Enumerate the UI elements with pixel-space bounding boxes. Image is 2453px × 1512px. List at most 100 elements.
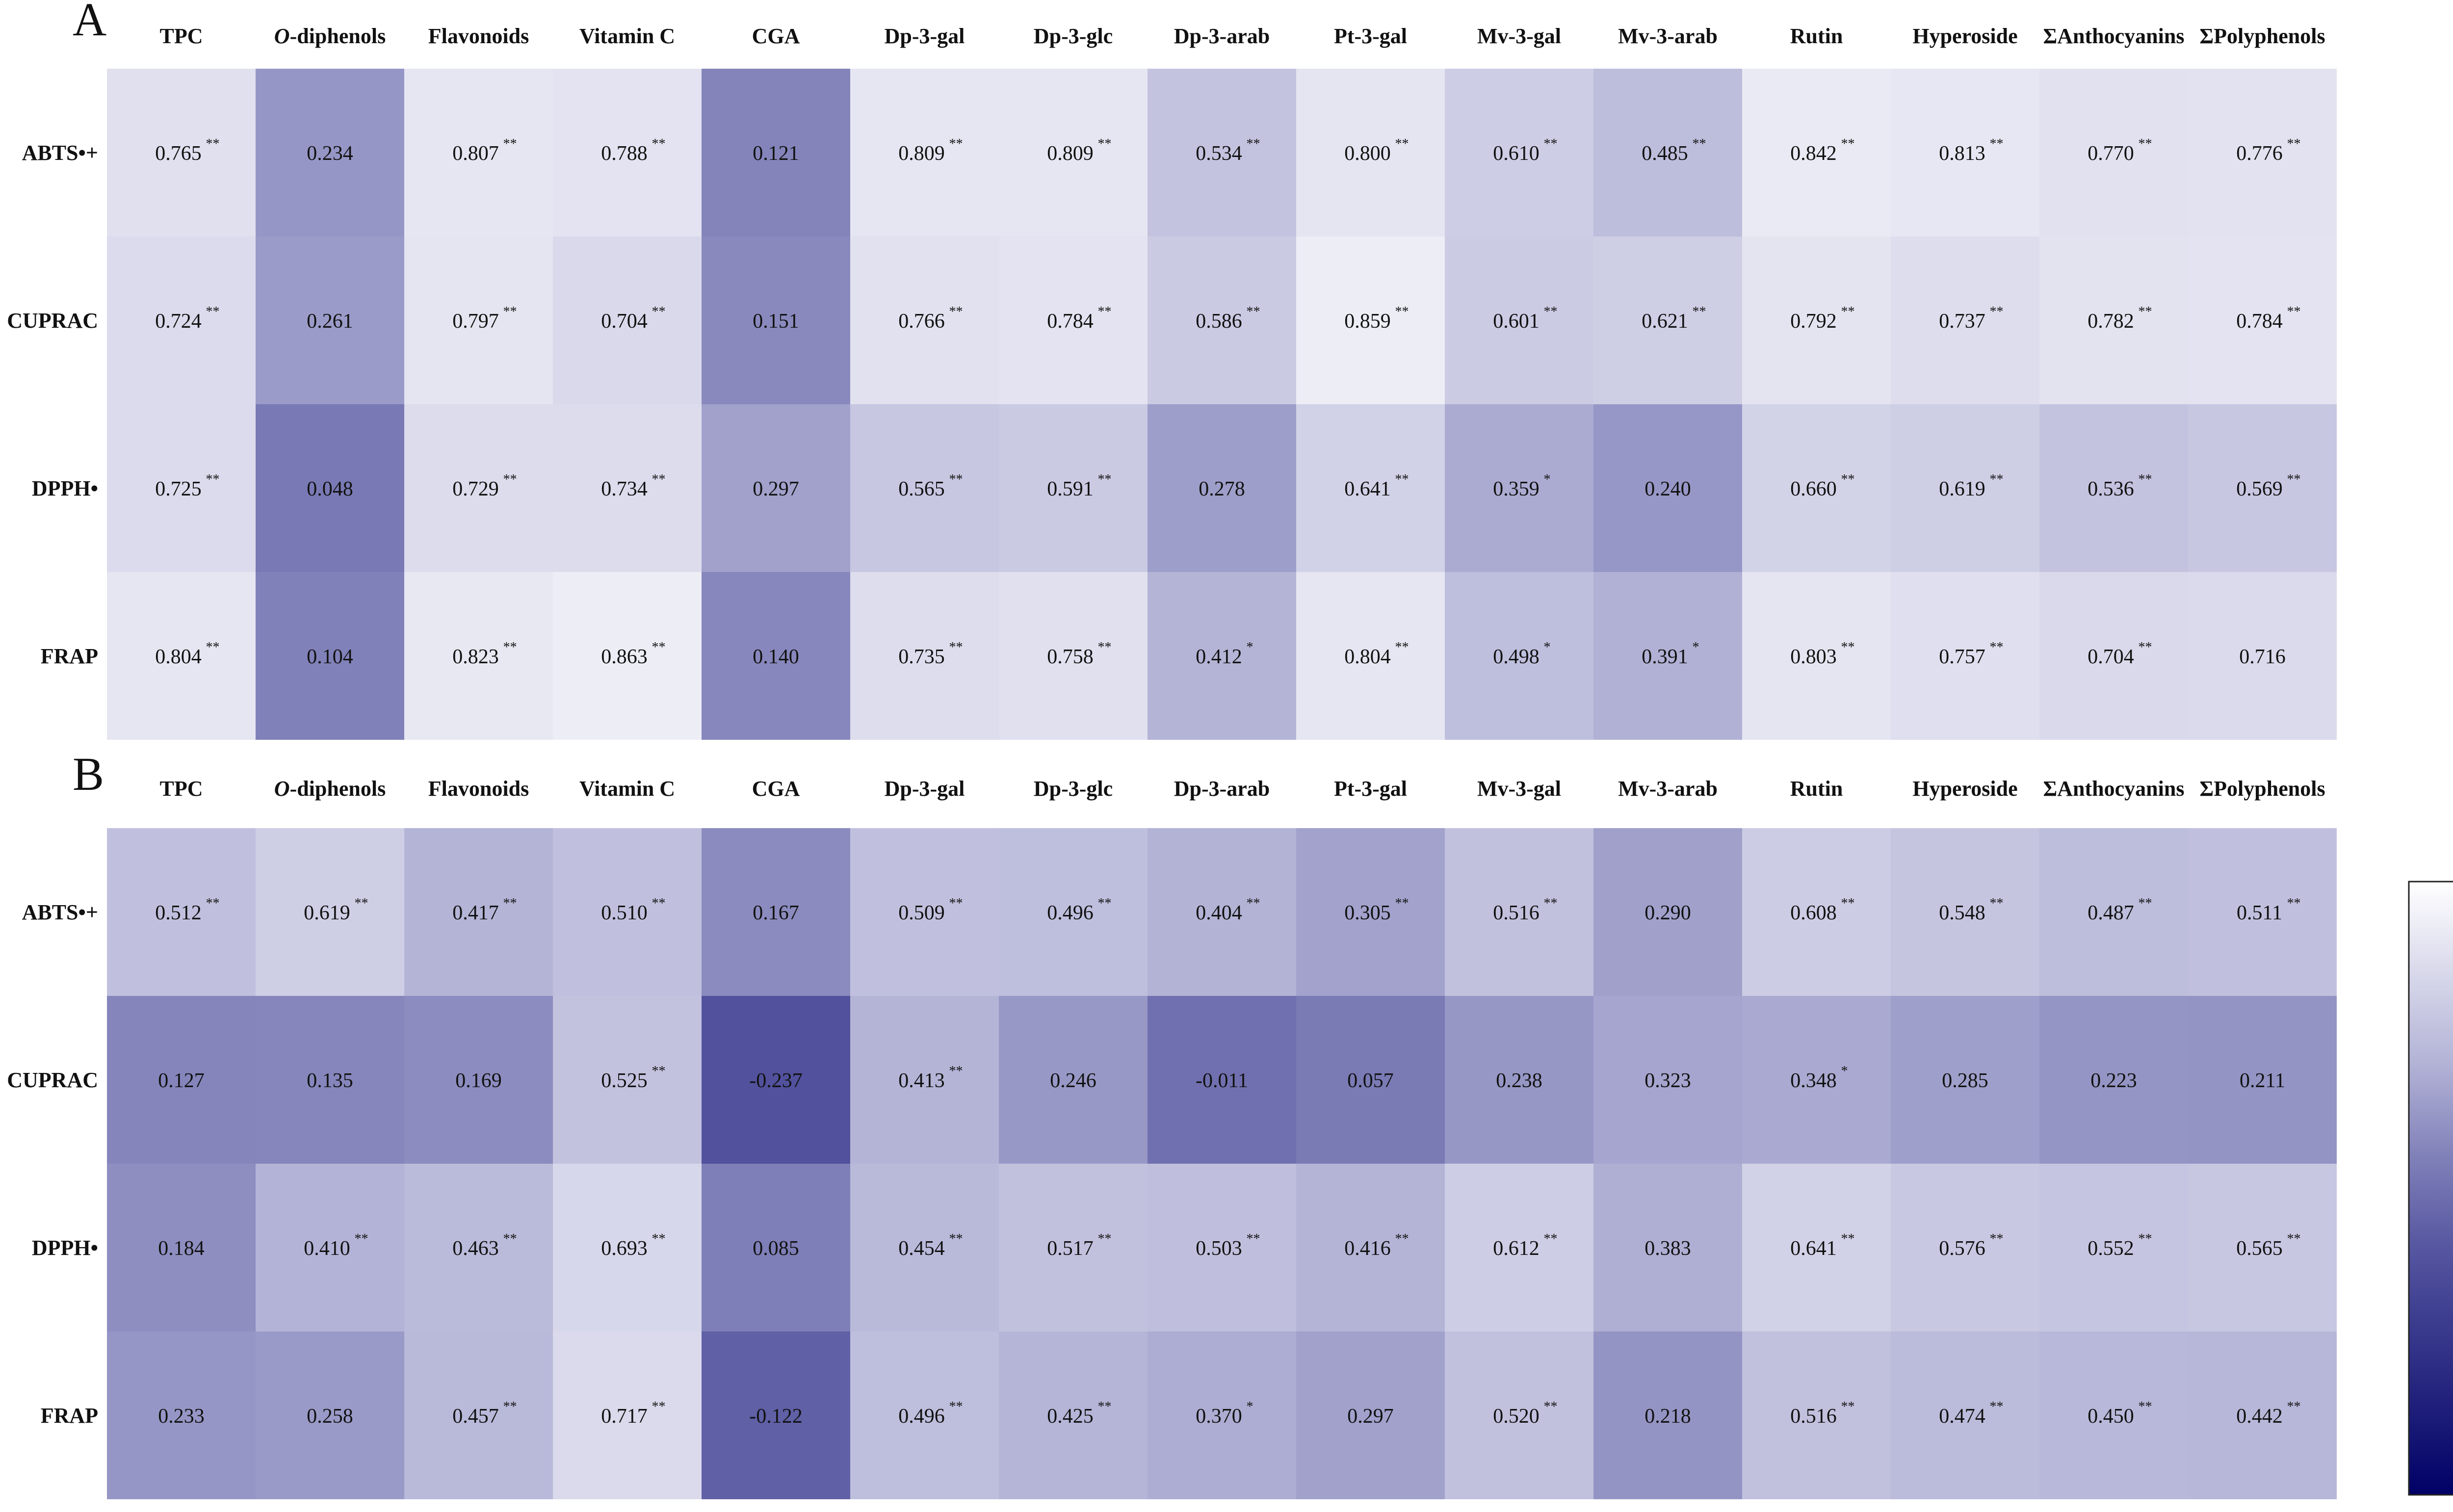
cell-value-label: 0.803 bbox=[1790, 646, 1837, 668]
heatmap-cell bbox=[1148, 996, 1296, 1164]
cell-value-label: 0.734 bbox=[601, 478, 648, 500]
heatmap-panel-b: B TPC O-diphenols Flavonoids Vitamin C CGA Dp-… bbox=[7, 748, 2337, 1499]
cell-value-label: 0.417 bbox=[452, 902, 499, 924]
cell-value-label: 0.612 bbox=[1493, 1237, 1540, 1260]
significance-marker: ** bbox=[1247, 136, 1260, 152]
cell-value-label: 0.784 bbox=[2236, 310, 2283, 333]
cell-value-label: 0.704 bbox=[601, 310, 648, 333]
cell-value-label: 0.512 bbox=[155, 902, 202, 924]
significance-marker: ** bbox=[2139, 136, 2152, 152]
column-label: Dp-3-arab bbox=[1174, 24, 1270, 48]
significance-marker: * bbox=[1544, 640, 1551, 655]
cell-value-label: 0.223 bbox=[2090, 1069, 2137, 1092]
cell-value-label: 0.348 bbox=[1790, 1069, 1837, 1092]
significance-marker: ** bbox=[2287, 472, 2301, 487]
heatmap-cell bbox=[404, 572, 553, 740]
heatmap-cell bbox=[702, 996, 850, 1164]
cell-value-label: 0.693 bbox=[601, 1237, 648, 1260]
cell-value-label: 0.323 bbox=[1644, 1069, 1691, 1092]
significance-marker: ** bbox=[1395, 136, 1409, 152]
cell-value-label: 0.127 bbox=[158, 1069, 205, 1092]
heatmap-cell bbox=[1742, 1164, 1891, 1331]
heatmap-cell bbox=[553, 404, 702, 572]
cell-value-label: 0.520 bbox=[1493, 1405, 1540, 1428]
significance-marker: ** bbox=[503, 1231, 517, 1247]
heatmap-cell bbox=[1742, 69, 1891, 236]
cell-value-label: 0.809 bbox=[1047, 142, 1094, 165]
heatmap-cell bbox=[107, 404, 256, 572]
cell-value-label: 0.167 bbox=[753, 902, 799, 924]
significance-marker: ** bbox=[1990, 896, 2004, 911]
heatmap-cell bbox=[1445, 828, 1593, 996]
column-label: CGA bbox=[752, 24, 800, 48]
cell-value-label: 0.576 bbox=[1939, 1237, 1985, 1260]
significance-marker: ** bbox=[2139, 640, 2152, 655]
cell-value-label: 0.716 bbox=[2239, 646, 2286, 668]
heatmap-cell bbox=[256, 1331, 404, 1499]
significance-marker: ** bbox=[1841, 1399, 1855, 1414]
significance-marker: ** bbox=[2139, 1399, 2152, 1414]
significance-marker: ** bbox=[503, 136, 517, 152]
significance-marker: ** bbox=[503, 1399, 517, 1414]
cell-value-label: 0.807 bbox=[452, 142, 499, 165]
row-label: FRAP bbox=[41, 1404, 98, 1428]
heatmap-cell bbox=[1891, 69, 2039, 236]
heatmap-cell bbox=[256, 404, 404, 572]
cell-value-label: 0.413 bbox=[898, 1069, 945, 1092]
heatmap-cell bbox=[1148, 404, 1296, 572]
row-label: DPPH• bbox=[32, 1236, 98, 1260]
heatmap-cell bbox=[1445, 1164, 1593, 1331]
heatmap-cell bbox=[256, 828, 404, 996]
cell-value-label: 0.766 bbox=[898, 310, 945, 333]
cell-value-label: 0.757 bbox=[1939, 646, 1985, 668]
cell-value-label: 0.290 bbox=[1644, 902, 1691, 924]
significance-marker: ** bbox=[652, 304, 666, 319]
cell-value-label: 0.412 bbox=[1196, 646, 1242, 668]
cell-value-label: 0.536 bbox=[2088, 478, 2134, 500]
cell-value-label: 0.410 bbox=[304, 1237, 350, 1260]
cell-value-label: 0.569 bbox=[2236, 478, 2283, 500]
heatmap-cell bbox=[1445, 236, 1593, 404]
heatmap-cell bbox=[256, 236, 404, 404]
cell-value-label: 0.297 bbox=[753, 478, 799, 500]
significance-marker: ** bbox=[1395, 472, 1409, 487]
cell-value-label: 0.240 bbox=[1644, 478, 1691, 500]
heatmap-cell bbox=[1445, 572, 1593, 740]
significance-marker: ** bbox=[1395, 304, 1409, 319]
heatmap-cell bbox=[1296, 69, 1445, 236]
heatmap-cell bbox=[702, 236, 850, 404]
cell-value-label: 0.601 bbox=[1493, 310, 1540, 333]
panel-label: A bbox=[73, 0, 106, 46]
cell-value-label: 0.552 bbox=[2088, 1237, 2134, 1260]
heatmap-cell bbox=[1148, 828, 1296, 996]
significance-marker: ** bbox=[652, 1231, 666, 1247]
cell-value-label: 0.135 bbox=[307, 1069, 353, 1092]
column-label: O-diphenols bbox=[274, 777, 386, 801]
significance-marker: ** bbox=[652, 640, 666, 655]
cell-value-label: 0.234 bbox=[307, 142, 353, 165]
significance-marker: ** bbox=[1098, 304, 1112, 319]
heatmap-cell bbox=[1742, 1331, 1891, 1499]
heatmap-cell bbox=[2039, 828, 2188, 996]
heatmap-cell bbox=[850, 996, 999, 1164]
cell-value-label: 0.104 bbox=[307, 646, 353, 668]
cell-value-label: -0.122 bbox=[749, 1405, 803, 1428]
cell-value-label: 0.525 bbox=[601, 1069, 648, 1092]
heatmap-cell bbox=[1296, 1164, 1445, 1331]
column-label: Dp-3-glc bbox=[1034, 24, 1113, 48]
cell-value-label: 0.258 bbox=[307, 1405, 353, 1428]
heatmap-cell bbox=[2188, 996, 2337, 1164]
cell-value-label: 0.151 bbox=[753, 310, 799, 333]
significance-marker: ** bbox=[1544, 136, 1558, 152]
heatmap-cell bbox=[702, 572, 850, 740]
significance-marker: ** bbox=[1247, 896, 1260, 911]
heatmap-cell bbox=[1445, 69, 1593, 236]
cell-value-label: 0.496 bbox=[1047, 902, 1094, 924]
significance-marker: ** bbox=[1098, 472, 1112, 487]
cell-value-label: 0.496 bbox=[898, 1405, 945, 1428]
cell-value-label: 0.725 bbox=[155, 478, 202, 500]
cell-value-label: 0.454 bbox=[898, 1237, 945, 1260]
heatmap-cell bbox=[1742, 236, 1891, 404]
heatmap-cell bbox=[404, 1331, 553, 1499]
